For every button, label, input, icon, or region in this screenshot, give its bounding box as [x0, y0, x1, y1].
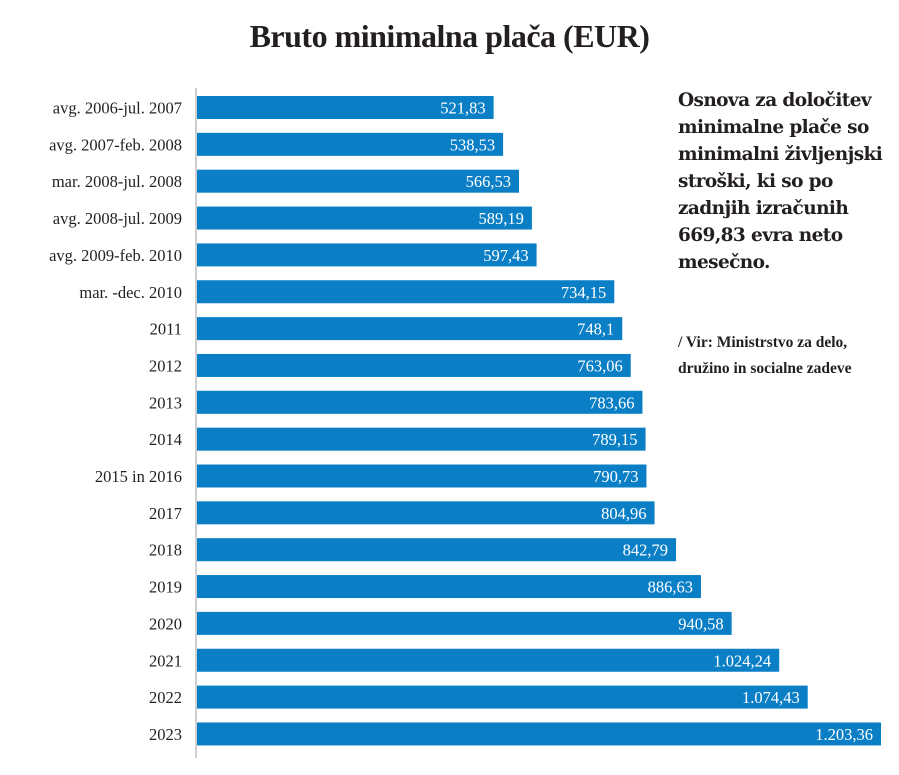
value-label: 1.074,43	[742, 688, 800, 707]
source-credit: / Vir: Ministrstvo za delo, družino in s…	[678, 334, 852, 377]
category-label: 2018	[149, 541, 182, 560]
bar	[197, 317, 623, 341]
category-label: avg. 2006-jul. 2007	[53, 99, 182, 118]
category-label: 2011	[150, 320, 182, 339]
value-label: 804,96	[601, 504, 646, 523]
value-label: 597,43	[483, 246, 528, 265]
bar	[197, 96, 494, 119]
value-label: 1.203,36	[815, 725, 873, 744]
bar	[197, 722, 881, 746]
value-label: 1.024,24	[713, 651, 771, 670]
category-label: 2014	[149, 430, 182, 449]
bar	[197, 575, 701, 599]
chart-title: Bruto minimalna plača (EUR)	[249, 18, 650, 54]
value-label: 842,79	[623, 541, 668, 560]
value-label: 538,53	[450, 135, 495, 154]
bar	[197, 169, 520, 193]
category-label: 2012	[149, 356, 182, 375]
category-label: avg. 2009-feb. 2010	[49, 246, 182, 265]
category-label: 2022	[149, 688, 182, 707]
category-label: mar. -dec. 2010	[79, 283, 182, 302]
value-label: 940,58	[678, 614, 723, 633]
bar	[197, 648, 780, 672]
category-label: 2023	[149, 725, 182, 744]
bar	[197, 280, 615, 304]
bar	[197, 501, 655, 525]
bar	[197, 243, 537, 267]
category-label: 2013	[149, 393, 182, 412]
value-label: 763,06	[577, 356, 622, 375]
value-label: 886,63	[648, 578, 693, 597]
category-label: 2020	[149, 614, 182, 633]
category-label: 2021	[149, 651, 182, 670]
annotation-note: Osnova za določitev minimalne plače so m…	[678, 90, 883, 273]
category-label: avg. 2008-jul. 2009	[53, 209, 182, 228]
bar	[197, 206, 532, 230]
category-label: avg. 2007-feb. 2008	[49, 135, 182, 154]
bars-group: avg. 2006-jul. 2007 521,83 avg. 2007-feb. …	[49, 96, 881, 746]
category-label: 2017	[149, 504, 182, 523]
value-label: 589,19	[479, 209, 524, 228]
category-label: 2019	[149, 578, 182, 597]
bar	[197, 132, 504, 156]
value-label: 734,15	[561, 283, 606, 302]
value-label: 521,83	[440, 99, 485, 118]
bar	[197, 353, 631, 377]
bar	[197, 390, 643, 414]
category-label: mar. 2008-jul. 2008	[52, 172, 182, 191]
category-label: 2015 in 2016	[95, 467, 182, 486]
value-label: 748,1	[577, 320, 614, 339]
value-label: 790,73	[593, 467, 638, 486]
bar	[197, 611, 732, 635]
bar	[197, 464, 647, 488]
bar	[197, 427, 646, 451]
value-label: 783,66	[589, 393, 634, 412]
value-label: 566,53	[466, 172, 511, 191]
bar	[197, 538, 677, 562]
bar	[197, 685, 808, 709]
value-label: 789,15	[592, 430, 637, 449]
